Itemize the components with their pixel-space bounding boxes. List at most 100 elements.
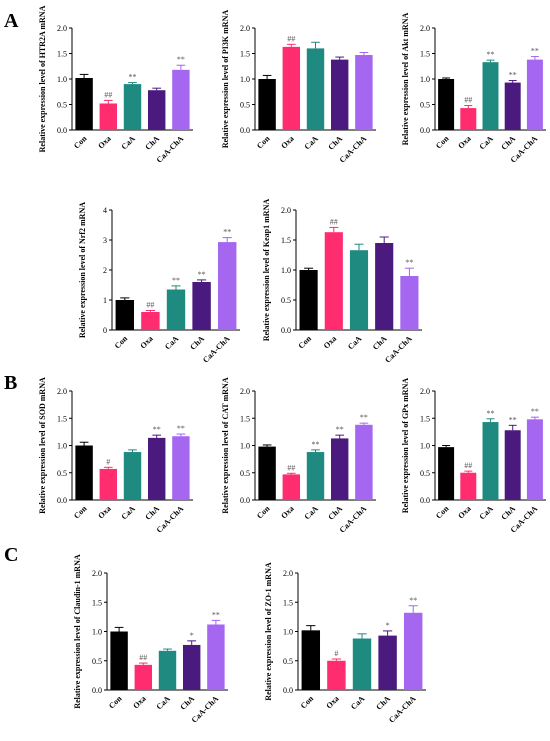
y-tick-label: 0.5	[92, 657, 102, 666]
y-tick-label: 1.5	[281, 236, 291, 245]
bar-caa-cha	[207, 624, 225, 690]
x-tick-label: ChA	[326, 504, 344, 522]
bar-oxa	[460, 108, 477, 130]
y-axis-label: Relative expression level of Keap1 mRNA	[262, 199, 271, 341]
bar-caa	[349, 250, 369, 330]
bar-oxa	[327, 660, 346, 690]
chart-4: 0 1 2 3 4 Relative expression level of Nrf2 m…	[78, 202, 240, 365]
bar-con	[299, 270, 318, 330]
bar-cha	[378, 635, 397, 690]
y-tick-label: 1.0	[240, 75, 250, 84]
y-tick-label: 2.0	[240, 24, 250, 33]
x-tick-label: CaA-ChA	[338, 134, 369, 165]
x-tick-label: CaA	[478, 504, 496, 522]
bar-oxa	[99, 468, 118, 500]
x-tick-label: ChA	[371, 334, 389, 352]
x-tick-label: Oxa	[138, 334, 154, 350]
bar-con	[110, 631, 128, 690]
y-tick-label: 1.5	[420, 50, 430, 59]
x-tick-label: CaA-ChA	[155, 504, 186, 535]
significance-label: **	[405, 258, 413, 267]
bar-cha	[182, 644, 201, 690]
significance-label: ##	[287, 34, 295, 43]
bar-caa-cha	[172, 436, 190, 500]
bar-con	[75, 445, 93, 500]
x-tick-label: Con	[113, 334, 130, 351]
significance-label: **	[198, 270, 206, 279]
y-tick-label: 2.0	[57, 387, 67, 396]
significance-label: ##	[464, 96, 472, 105]
bar-caa	[352, 638, 372, 690]
x-tick-label: CaA-ChA	[201, 334, 232, 365]
bar-oxa	[324, 232, 343, 330]
x-tick-label: ChA	[143, 134, 161, 152]
y-axis-label: Relative expression level of Nrf2 mRNA	[78, 202, 87, 338]
bar-caa-cha	[403, 612, 423, 690]
x-tick-label: CaA	[346, 334, 364, 352]
bar-oxa	[282, 474, 301, 500]
x-tick-label: Con	[299, 694, 316, 711]
significance-label: **	[360, 413, 368, 422]
y-tick-label: 1.0	[420, 75, 430, 84]
bar-caa	[158, 650, 177, 690]
significance-label: **	[212, 610, 220, 619]
y-tick-label: 0.5	[283, 657, 293, 666]
x-tick-label: Oxa	[456, 504, 472, 520]
x-tick-label: Con	[255, 504, 272, 521]
y-tick-label: 2.0	[57, 24, 67, 33]
x-tick-label: Oxa	[456, 134, 472, 150]
chart-10: 0.0 0.5 1.0 1.5 2.0 Relative expression level…	[264, 562, 426, 725]
x-tick-label: CaA	[120, 134, 138, 152]
significance-label: ##	[104, 90, 112, 99]
significance-label: ##	[330, 217, 338, 226]
significance-label: *	[190, 631, 194, 640]
bar-caa	[166, 289, 186, 330]
bar-oxa	[282, 46, 301, 131]
panel-label-a: A	[4, 10, 19, 32]
chart-8: 0.0 0.5 1.0 1.5 2.0 Relative expression level…	[401, 378, 546, 535]
y-tick-label: 0.0	[57, 496, 67, 505]
y-axis-label: Relative expression level of SOD mRNA	[38, 377, 47, 514]
significance-label: **	[509, 415, 517, 424]
bar-caa-cha	[526, 419, 543, 500]
y-tick-label: 1.0	[283, 628, 293, 637]
bar-caa-cha	[526, 59, 543, 131]
y-tick-label: 1.0	[240, 442, 250, 451]
bar-caa	[123, 452, 142, 500]
x-tick-label: CaA	[478, 134, 496, 152]
y-tick-label: 1.0	[57, 442, 67, 451]
bar-cha	[330, 59, 349, 131]
bar-cha	[192, 282, 211, 330]
bar-oxa	[141, 312, 160, 330]
bar-con	[115, 300, 135, 330]
y-axis-label: Relative expression level of GPx mRNA	[401, 378, 410, 513]
y-tick-label: 1.5	[57, 414, 67, 423]
bar-caa-cha	[355, 424, 373, 500]
significance-label: **	[177, 55, 185, 64]
y-axis-label: Relative expression level of ZO-1 mRNA	[264, 562, 273, 700]
y-tick-label: 0.5	[240, 101, 250, 110]
bar-caa	[482, 62, 499, 130]
y-axis-label: Relative expression level of CAT mRNA	[221, 377, 230, 513]
bar-con	[258, 446, 276, 500]
bar-cha	[147, 90, 166, 130]
y-tick-label: 1.5	[57, 50, 67, 59]
significance-label: ##	[139, 653, 147, 662]
charts-layer: 0.0 0.5 1.0 1.5 2.0 Relative expression level…	[38, 5, 546, 725]
x-tick-label: CaA-ChA	[387, 694, 418, 725]
chart-3: 0.0 0.5 1.0 1.5 2.0 Relative expression level…	[401, 13, 546, 165]
y-tick-label: 2.0	[92, 569, 102, 578]
y-tick-label: 0.5	[281, 296, 291, 305]
y-axis-label: Relative expression level of HTR2A mRNA	[38, 5, 47, 152]
bar-con	[438, 447, 455, 500]
y-tick-label: 4	[103, 206, 107, 215]
x-tick-label: CaA	[155, 694, 173, 712]
x-tick-label: Oxa	[131, 694, 147, 710]
bar-caa	[306, 452, 325, 500]
significance-label: **	[531, 47, 539, 56]
x-tick-label: ChA	[499, 504, 517, 522]
y-tick-label: 0.0	[92, 686, 102, 695]
y-tick-label: 1.5	[420, 414, 430, 423]
significance-label: ##	[464, 461, 472, 470]
